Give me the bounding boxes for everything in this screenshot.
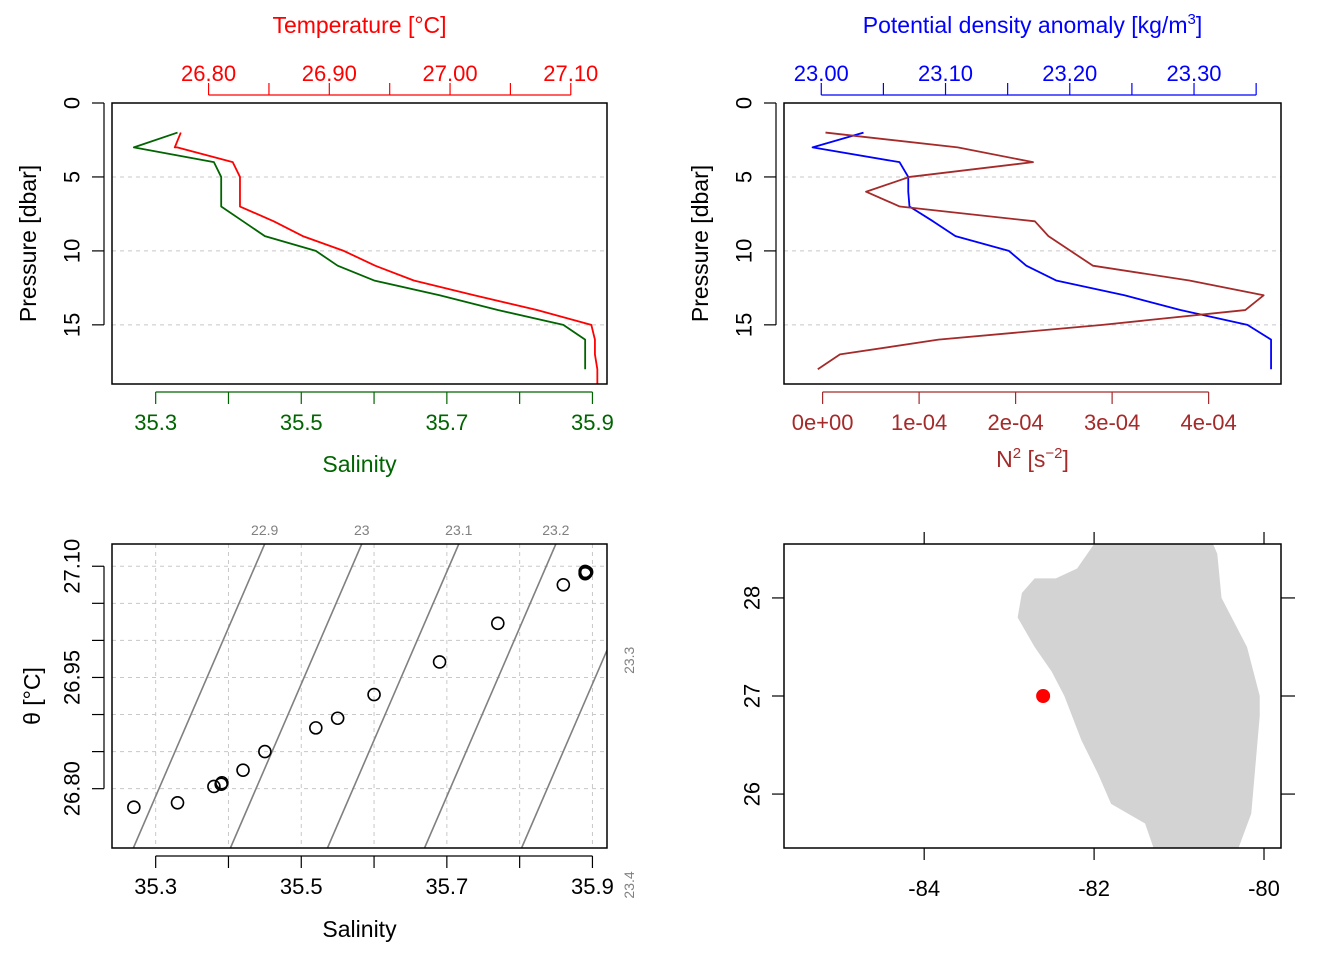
panel-station-map: -84 -82 -80 26 27 28 bbox=[740, 532, 1296, 901]
pressure-axis-tick-label: 10 bbox=[60, 239, 85, 263]
theta-axis-tick-label: 27.10 bbox=[60, 539, 85, 594]
theta-axis-tick-label: 26.95 bbox=[60, 650, 85, 705]
isopycnal-line bbox=[522, 544, 653, 848]
pressure-axis-tick-label: 5 bbox=[732, 171, 757, 183]
longitude-tick-label: -82 bbox=[1078, 876, 1110, 901]
n2-axis-tick-label: 0e+00 bbox=[792, 410, 854, 435]
isopycnal-line bbox=[619, 544, 750, 848]
isopycnal-label: 23 bbox=[354, 522, 370, 538]
plot-frame bbox=[112, 544, 607, 848]
n2-axis-tick-label: 2e-04 bbox=[987, 410, 1043, 435]
n2-axis-title: N2 [s−2] bbox=[996, 445, 1069, 472]
pressure-axis-tick-label: 5 bbox=[60, 171, 85, 183]
pressure-axis-tick-label: 10 bbox=[732, 239, 757, 263]
ts-point bbox=[434, 656, 446, 668]
pressure-axis-tick-label: 15 bbox=[732, 313, 757, 337]
density-axis-tick-label: 23.00 bbox=[794, 61, 849, 86]
density-axis-tick-label: 23.10 bbox=[918, 61, 973, 86]
temperature-axis-tick-label: 27.00 bbox=[423, 61, 478, 86]
density-axis-tick-label: 23.30 bbox=[1166, 61, 1221, 86]
latitude-tick-label: 27 bbox=[740, 684, 765, 708]
pressure-axis-tick-label: 0 bbox=[60, 97, 85, 109]
longitude-tick-label: -84 bbox=[908, 876, 940, 901]
isopycnal-line bbox=[425, 544, 556, 848]
isopycnal-line bbox=[327, 544, 458, 848]
n2-axis-tick-label: 3e-04 bbox=[1084, 410, 1140, 435]
density-axis-tick-label: 23.20 bbox=[1042, 61, 1097, 86]
ts-point bbox=[310, 722, 322, 734]
panel-profile-density-n2: 23.00 23.10 23.20 23.30 0e+00 1e-04 2e-04 3e-04… bbox=[687, 11, 1281, 472]
salinity-axis-tick-label: 35.7 bbox=[425, 874, 468, 899]
ts-point bbox=[172, 797, 184, 809]
isopycnal-label: 23.3 bbox=[621, 646, 637, 673]
isopycnal-label: 23.1 bbox=[445, 522, 472, 538]
temperature-axis-tick-label: 26.90 bbox=[302, 61, 357, 86]
latitude-tick-label: 26 bbox=[740, 782, 765, 806]
salinity-axis-tick-label: 35.3 bbox=[134, 410, 177, 435]
temperature-line bbox=[175, 133, 598, 384]
theta-axis-tick-label: 26.80 bbox=[60, 761, 85, 816]
isopycnal-label: 22.9 bbox=[251, 522, 278, 538]
land-florida bbox=[1018, 544, 1260, 848]
salinity-axis-tick-label: 35.3 bbox=[134, 874, 177, 899]
ctd-summary-figure: 26.80 26.90 27.00 27.10 35.3 35.5 35.7 35.9 0 5 10… bbox=[0, 0, 1344, 960]
station-marker bbox=[1036, 689, 1050, 703]
latitude-tick-label: 28 bbox=[740, 586, 765, 610]
temperature-axis-tick-label: 27.10 bbox=[543, 61, 598, 86]
isopycnal-line bbox=[230, 544, 361, 848]
panel-profile-temperature-salinity: 26.80 26.90 27.00 27.10 35.3 35.5 35.7 35.9 0 5 10… bbox=[15, 12, 614, 477]
plot-frame bbox=[112, 103, 607, 384]
salinity-axis-tick-label: 35.5 bbox=[280, 410, 323, 435]
ts-point bbox=[492, 617, 504, 629]
ts-point bbox=[128, 801, 140, 813]
pressure-axis-tick-label: 15 bbox=[60, 313, 85, 337]
isopycnal-label: 23.4 bbox=[621, 871, 637, 898]
salinity-axis-tick-label: 35.5 bbox=[280, 874, 323, 899]
pressure-axis-title: Pressure [dbar] bbox=[15, 165, 41, 322]
ts-point bbox=[237, 764, 249, 776]
plot-frame bbox=[784, 103, 1281, 384]
isopycnal-lines bbox=[133, 544, 750, 848]
n2-axis-tick-label: 4e-04 bbox=[1180, 410, 1236, 435]
salinity-axis-title: Salinity bbox=[322, 916, 397, 942]
density-axis-title: Potential density anomaly [kg/m3] bbox=[863, 11, 1202, 38]
n2-axis-tick-label: 1e-04 bbox=[891, 410, 947, 435]
salinity-axis-title: Salinity bbox=[322, 451, 397, 477]
pressure-axis-tick-label: 0 bbox=[732, 97, 757, 109]
longitude-tick-label: -80 bbox=[1248, 876, 1280, 901]
isopycnal-label: 23.2 bbox=[542, 522, 569, 538]
theta-axis-title: θ [°C] bbox=[19, 667, 45, 725]
ts-point bbox=[557, 579, 569, 591]
pressure-axis-title: Pressure [dbar] bbox=[687, 165, 713, 322]
salinity-axis-tick-label: 35.9 bbox=[571, 874, 614, 899]
temperature-axis-title: Temperature [°C] bbox=[272, 12, 446, 38]
salinity-axis-tick-label: 35.9 bbox=[571, 410, 614, 435]
temperature-axis-tick-label: 26.80 bbox=[181, 61, 236, 86]
isopycnal-line bbox=[133, 544, 264, 848]
panel-ts-diagram: 22.9 23 23.1 23.2 23.3 23.4 35.3 35.5 35.7 35.9 26… bbox=[19, 522, 750, 942]
salinity-axis-tick-label: 35.7 bbox=[425, 410, 468, 435]
